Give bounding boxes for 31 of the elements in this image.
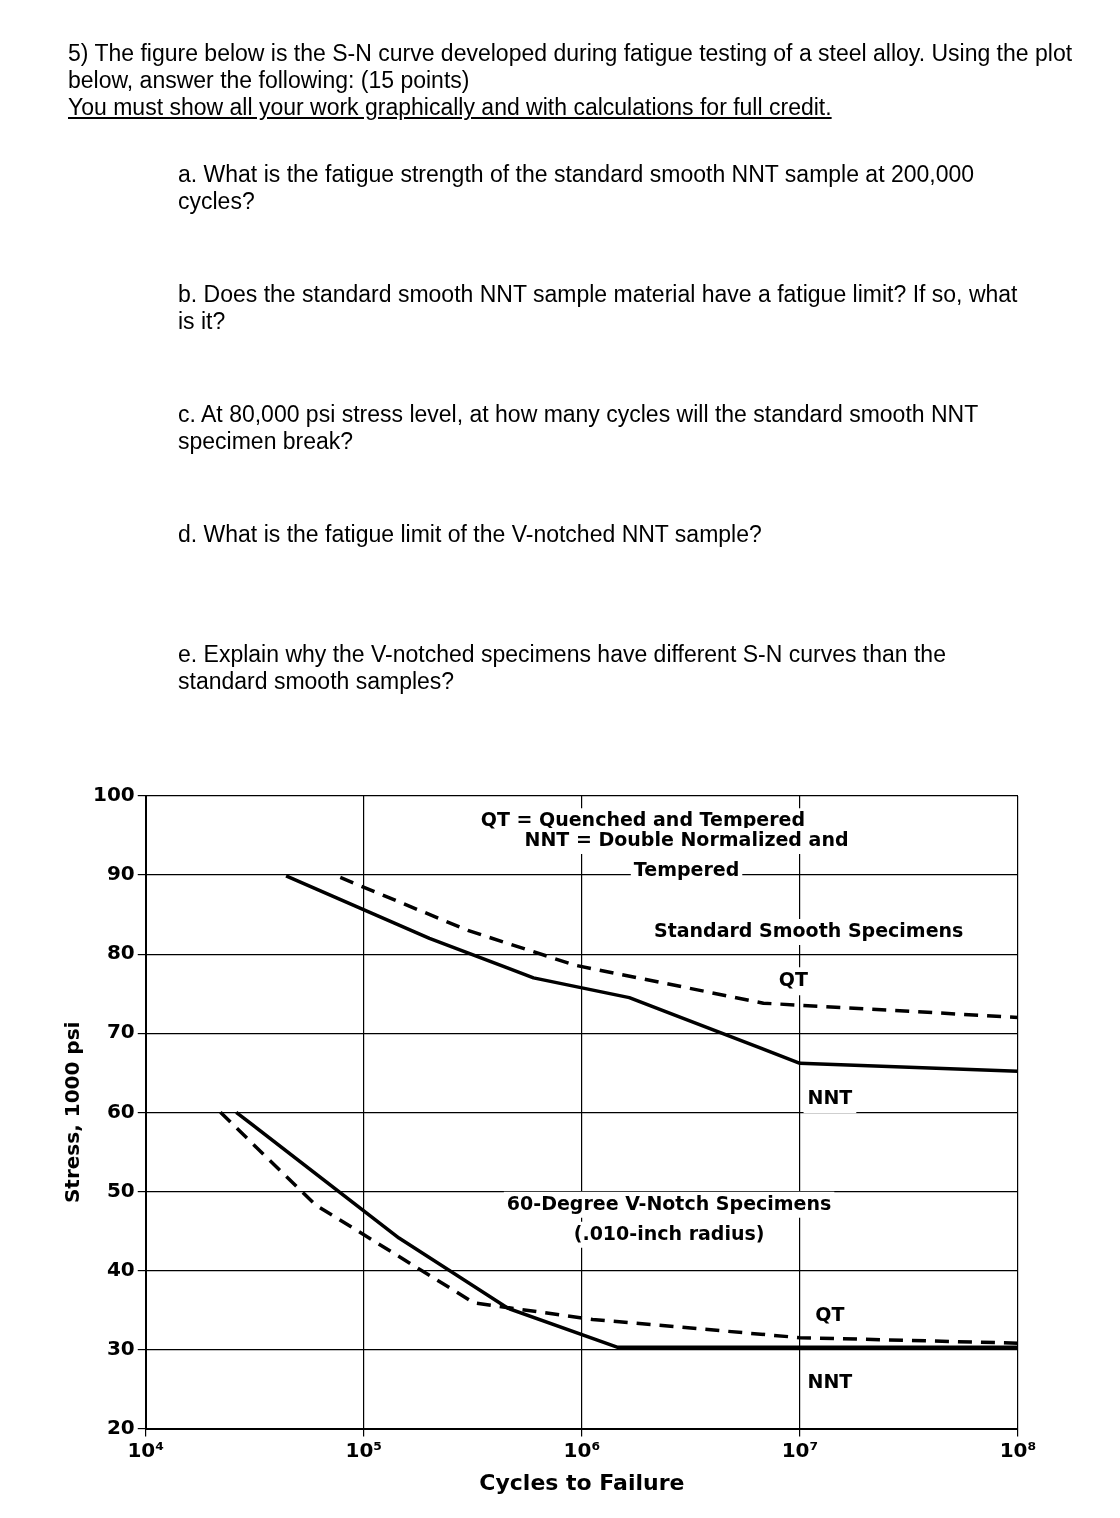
annotation: QT = Quenched and Tempered — [480, 808, 806, 831]
series-label: NNT — [807, 1370, 853, 1393]
y-tick-label: 40 — [106, 1256, 135, 1281]
y-tick-label: 20 — [106, 1414, 135, 1439]
series-label: QT — [815, 1302, 845, 1325]
x-tick-label: 10⁸ — [999, 1437, 1037, 1462]
y-tick-label: 100 — [93, 782, 135, 807]
x-tick-label: 10⁴ — [127, 1437, 165, 1462]
y-tick-label: 30 — [106, 1335, 135, 1360]
annotation: 60-Degree V-Notch Specimens (.010-inch radius) — [506, 1191, 832, 1244]
text: a. What is the fatigue strength of the standard smooth NNT sample at 200,000 cycles? — [178, 161, 976, 216]
chart-title: 5) The figure below is the S-N curve developed during fatigue testing of a steel alloy. Using the plot below, answer the following: (15 points) — [68, 40, 1074, 94]
y-axis-title: Stress, 1000 psi — [60, 1021, 85, 1204]
y-tick-label: 90 — [106, 861, 135, 886]
x-tick-label: 10⁶ — [563, 1437, 601, 1462]
text: d. What is the fatigue limit of the V-notched NNT sample? — [178, 521, 763, 549]
annotation: NNT = Double Normalized and Tempered — [524, 828, 849, 881]
y-tick-label: 50 — [106, 1177, 135, 1202]
series-label: NNT — [807, 1086, 853, 1109]
y-tick-label: 80 — [106, 940, 135, 965]
x-tick-label: 10⁷ — [781, 1437, 819, 1462]
annotation: Standard Smooth Specimens — [653, 918, 964, 941]
y-tick-label: 60 — [106, 1098, 135, 1123]
y-tick-label: 70 — [106, 1019, 135, 1044]
text: b. Does the standard smooth NNT sample material have a fatigue limit? If so, what is it? — [178, 281, 1019, 336]
x-axis-title: Cycles to Failure — [479, 1469, 685, 1495]
text: c. At 80,000 psi stress level, at how many cycles will the standard smooth NNT specimen break? — [178, 401, 979, 456]
x-tick-label: 10⁵ — [345, 1437, 383, 1462]
chart-subtitle: You must show all your work graphically and with calculations for full credit. — [68, 94, 833, 121]
series-label: QT — [778, 968, 808, 991]
text: e. Explain why the V-notched specimens have different S-N curves than the standard smooth samples? — [178, 641, 947, 696]
